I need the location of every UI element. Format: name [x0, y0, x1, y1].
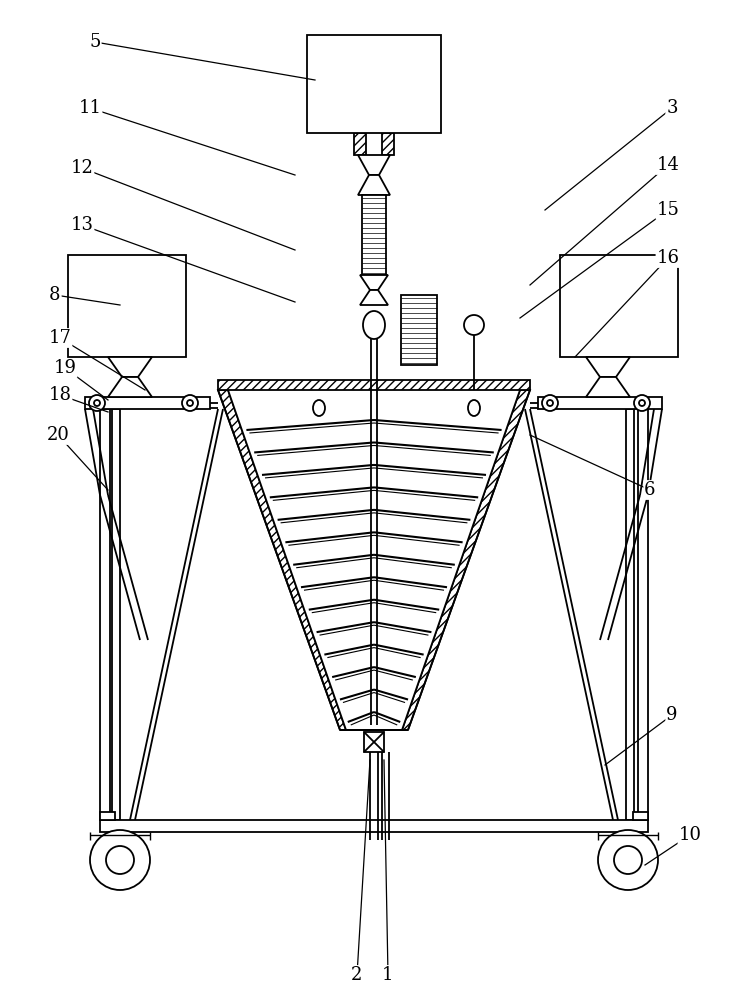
Text: 19: 19	[54, 359, 76, 377]
Circle shape	[182, 395, 198, 411]
Bar	[560, 255, 678, 357]
Text: 1: 1	[382, 966, 393, 984]
Text: 6: 6	[644, 481, 656, 499]
Ellipse shape	[464, 315, 484, 335]
Circle shape	[639, 400, 645, 406]
Polygon shape	[108, 357, 152, 377]
Circle shape	[89, 395, 105, 411]
Text: 20: 20	[46, 426, 70, 444]
Text: 8: 8	[49, 286, 61, 304]
Polygon shape	[358, 155, 390, 175]
Polygon shape	[108, 377, 152, 397]
Bar	[307, 35, 441, 133]
Text: 17: 17	[49, 329, 72, 347]
Circle shape	[614, 846, 642, 874]
Bar	[85, 397, 210, 409]
Ellipse shape	[363, 311, 385, 339]
Text: 9: 9	[666, 706, 678, 724]
Bar	[633, 812, 648, 820]
Bar	[112, 409, 120, 820]
Polygon shape	[358, 175, 390, 195]
Bar	[100, 812, 115, 820]
Circle shape	[598, 830, 658, 890]
Polygon shape	[402, 390, 530, 730]
Text: 12: 12	[70, 159, 94, 177]
Text: 2: 2	[352, 966, 363, 984]
Bar	[100, 409, 110, 820]
Bar	[538, 397, 662, 409]
Polygon shape	[218, 390, 346, 730]
Polygon shape	[360, 290, 388, 305]
Circle shape	[90, 830, 150, 890]
Bar	[626, 409, 634, 820]
Bar	[218, 380, 530, 390]
Polygon shape	[360, 275, 388, 290]
Text: 11: 11	[79, 99, 102, 117]
Text: 18: 18	[49, 386, 72, 404]
Text: 13: 13	[70, 216, 94, 234]
Text: 16: 16	[657, 249, 679, 267]
Text: 5: 5	[89, 33, 101, 51]
Polygon shape	[354, 133, 394, 155]
Bar	[100, 820, 648, 832]
Circle shape	[94, 400, 100, 406]
Bar	[366, 133, 382, 155]
Polygon shape	[586, 377, 630, 397]
Text: 15: 15	[657, 201, 679, 219]
Ellipse shape	[313, 400, 325, 416]
Bar	[362, 195, 386, 275]
Circle shape	[547, 400, 553, 406]
Circle shape	[542, 395, 558, 411]
Bar	[364, 732, 384, 752]
Text: 14: 14	[657, 156, 679, 174]
Text: 10: 10	[678, 826, 702, 844]
Text: 3: 3	[666, 99, 678, 117]
Bar	[68, 255, 186, 357]
Circle shape	[106, 846, 134, 874]
Circle shape	[634, 395, 650, 411]
Bar	[401, 295, 437, 365]
Polygon shape	[228, 390, 520, 730]
Circle shape	[187, 400, 193, 406]
Ellipse shape	[468, 400, 480, 416]
Bar	[638, 409, 648, 820]
Polygon shape	[586, 357, 630, 377]
